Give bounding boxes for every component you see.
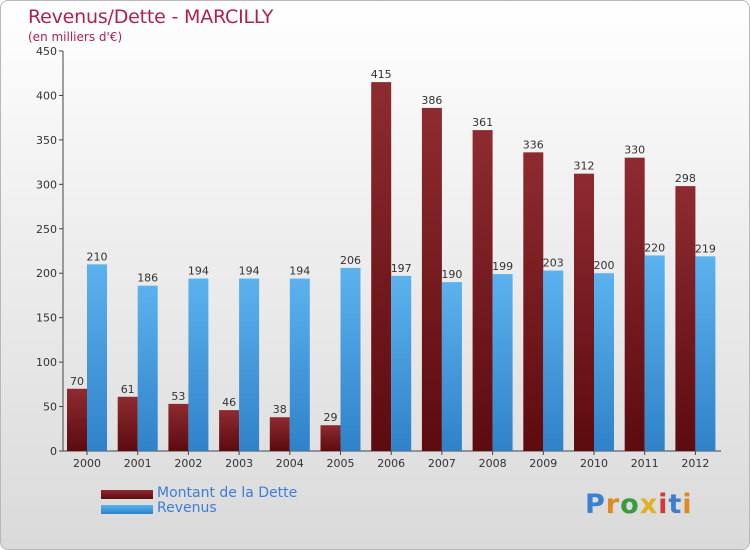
x-tick-label: 2006: [377, 457, 405, 470]
x-tick-label: 2004: [276, 457, 304, 470]
data-label-dette: 386: [421, 94, 442, 107]
x-tick-label: 2001: [124, 457, 152, 470]
proxiti-logo: Proxiti: [585, 489, 693, 520]
bar-revenus: [87, 264, 107, 451]
bar-dette: [421, 107, 442, 451]
data-label-dette: 330: [624, 144, 645, 157]
y-tick-label: 350: [36, 134, 57, 147]
data-label-dette: 61: [121, 383, 135, 396]
bar-revenus: [239, 278, 260, 451]
bar-dette: [117, 396, 138, 451]
legend-swatch-dette: [101, 490, 153, 499]
data-label-dette: 53: [171, 390, 185, 403]
data-label-dette: 336: [523, 138, 544, 151]
bar-revenus: [188, 278, 209, 451]
chart-title: Revenus/Dette - MARCILLY: [28, 6, 274, 28]
bar-dette: [371, 82, 392, 451]
data-label-dette: 46: [222, 396, 236, 409]
data-label-dette: 70: [70, 375, 84, 388]
data-label-revenus: 194: [289, 265, 310, 278]
data-label-dette: 29: [324, 411, 338, 424]
logo-letter: P: [585, 489, 606, 520]
x-tick-label: 2012: [681, 457, 709, 470]
bar-revenus: [492, 274, 513, 451]
x-tick-label: 2007: [428, 457, 456, 470]
data-label-revenus: 200: [594, 259, 615, 272]
y-tick-label: 250: [36, 223, 57, 236]
chart-bars: [67, 82, 716, 452]
bar-revenus: [644, 255, 665, 451]
data-label-dette: 38: [273, 403, 287, 416]
logo-letter: o: [620, 489, 640, 520]
data-label-revenus: 194: [188, 265, 209, 278]
x-tick-label: 2003: [225, 457, 253, 470]
data-label-revenus: 194: [239, 265, 260, 278]
bar-dette: [624, 157, 645, 451]
bar-dette: [320, 425, 341, 451]
bar-dette: [523, 152, 544, 452]
x-tick-label: 2000: [73, 457, 101, 470]
x-tick-label: 2011: [631, 457, 659, 470]
data-label-dette: 361: [472, 116, 493, 129]
data-label-revenus: 219: [695, 242, 716, 255]
bar-revenus: [695, 256, 716, 451]
bar-revenus: [340, 267, 361, 451]
chart-subtitle: (en milliers d'€): [28, 30, 123, 44]
data-label-dette: 312: [574, 160, 595, 173]
chart-labels: 70 210 61 186 53 194 46 194 38 194 29 206 415 197 386 1…: [70, 68, 716, 424]
legend-label-dette: Montant de la Dette: [157, 485, 298, 501]
x-tick-label: 2009: [529, 457, 557, 470]
y-tick-label: 150: [36, 312, 57, 325]
y-tick-label: 0: [50, 445, 57, 458]
y-tick-label: 450: [36, 45, 57, 58]
bar-dette: [675, 186, 696, 451]
data-label-revenus: 197: [391, 262, 412, 275]
y-tick-label: 50: [43, 401, 57, 414]
y-tick-label: 200: [36, 267, 57, 280]
logo-letter: t: [668, 489, 683, 520]
bar-dette: [67, 388, 87, 451]
bar-revenus: [137, 285, 158, 451]
y-tick-label: 100: [36, 356, 57, 369]
bar-dette: [472, 130, 493, 451]
data-label-revenus: 186: [137, 272, 158, 285]
data-label-dette: 298: [675, 172, 696, 185]
bar-revenus: [289, 278, 310, 451]
legend-swatch-revenus: [101, 505, 153, 514]
logo-letter: r: [605, 489, 621, 520]
data-label-revenus: 220: [644, 241, 665, 254]
bar-revenus: [594, 273, 614, 451]
bar-dette: [269, 417, 290, 451]
data-label-revenus: 199: [492, 260, 513, 273]
y-tick-label: 300: [36, 178, 57, 191]
x-tick-label: 2002: [174, 457, 202, 470]
legend-label-revenus: Revenus: [157, 500, 217, 516]
x-tick-label: 2010: [580, 457, 608, 470]
logo-letter: i: [658, 489, 669, 520]
x-tick-label: 2005: [327, 457, 355, 470]
bar-revenus: [391, 275, 412, 451]
logo-letter: x: [639, 489, 659, 520]
data-label-revenus: 190: [441, 268, 462, 281]
x-tick-label: 2008: [479, 457, 507, 470]
data-label-dette: 415: [371, 68, 392, 81]
data-label-revenus: 203: [543, 257, 564, 270]
bar-revenus: [441, 282, 462, 451]
bar-dette: [574, 173, 594, 451]
data-label-revenus: 210: [87, 250, 108, 263]
logo-letter: i: [682, 489, 693, 520]
data-label-revenus: 206: [340, 254, 361, 267]
bar-dette: [168, 403, 189, 451]
bar-revenus: [543, 270, 564, 451]
y-tick-label: 400: [36, 89, 57, 102]
bar-dette: [219, 410, 240, 451]
